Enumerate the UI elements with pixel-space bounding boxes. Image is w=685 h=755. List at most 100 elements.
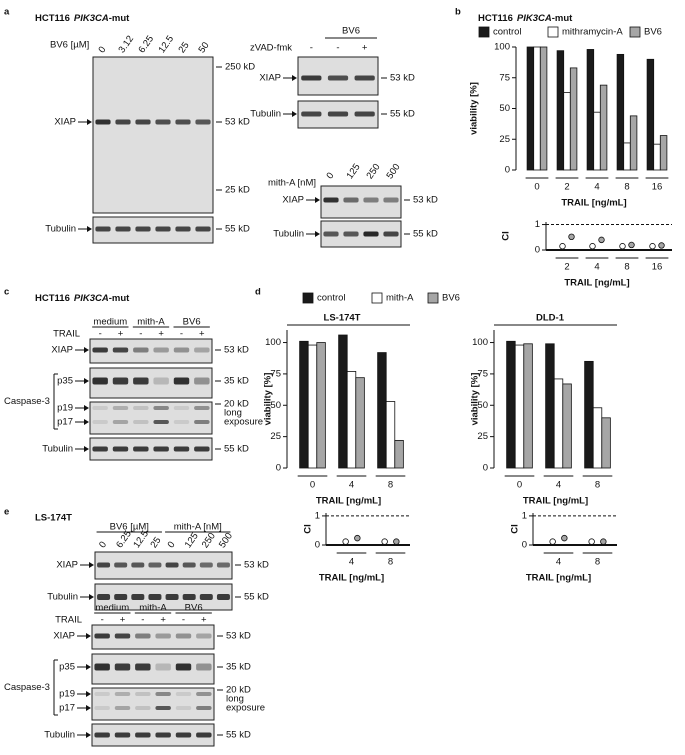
band <box>182 594 196 600</box>
band <box>195 119 211 125</box>
row-label: XIAP <box>53 631 75 642</box>
chart-title: LS-174T <box>324 313 361 324</box>
x-axis-label: TRAIL [ng/mL] <box>564 278 629 289</box>
size-marker: 55 kD <box>226 730 251 741</box>
title-part: -mut <box>109 293 130 304</box>
band <box>196 633 212 639</box>
exposure-note: exposure <box>226 703 265 714</box>
y-tick-label: 0 <box>522 540 527 551</box>
bar <box>592 407 603 469</box>
band <box>133 406 149 410</box>
lane-label: 6.25 <box>137 34 157 55</box>
bar <box>539 46 548 171</box>
x-tick-label: 4 <box>556 557 561 568</box>
panel-letter: b <box>455 7 461 18</box>
band <box>94 692 110 696</box>
bar <box>601 417 611 469</box>
x-tick-label: 4 <box>594 182 599 193</box>
row-label: XIAP <box>282 195 304 206</box>
bar <box>562 383 572 469</box>
group-label: mith-A [nM] <box>174 522 222 533</box>
x-tick-label: 4 <box>349 557 354 568</box>
band <box>354 111 375 117</box>
size-marker: 55 kD <box>244 592 269 603</box>
band <box>173 377 190 385</box>
blot <box>89 437 213 461</box>
lane-label: 12.5 <box>157 34 177 55</box>
band <box>195 226 211 232</box>
row-label: XIAP <box>259 73 281 84</box>
size-marker: 25 kD <box>225 185 250 196</box>
lane-label: + <box>118 329 124 340</box>
blot <box>89 367 213 399</box>
group-label: mith-A <box>139 603 167 614</box>
x-tick-label: 8 <box>595 557 600 568</box>
bar <box>514 344 525 469</box>
row-label: Tubulin <box>45 224 76 235</box>
lane-label: + <box>201 615 207 626</box>
row-label: Tubulin <box>250 109 281 120</box>
legend-swatch <box>302 292 314 304</box>
lane-label: 0 <box>325 171 337 182</box>
band <box>94 633 110 639</box>
bar <box>533 46 541 171</box>
bar <box>659 135 668 171</box>
lane-label: + <box>158 329 164 340</box>
band <box>94 706 110 710</box>
y-tick-label: 50 <box>270 400 281 411</box>
y-tick-label: 50 <box>499 103 510 114</box>
group-label: mith-A <box>137 317 165 328</box>
band <box>327 111 349 117</box>
panel-letter: d <box>255 287 261 298</box>
treatment-label: TRAIL <box>55 615 82 626</box>
blot <box>91 723 215 747</box>
lane-label: 250 <box>200 531 218 550</box>
band <box>92 406 108 410</box>
bar <box>563 92 571 171</box>
x-tick-label: 8 <box>388 557 393 568</box>
row-label: Tubulin <box>42 444 73 455</box>
bar <box>545 343 555 469</box>
arrow-head <box>84 347 89 353</box>
group-label: medium <box>93 317 127 328</box>
bar <box>377 352 387 469</box>
group-label: medium <box>95 603 129 614</box>
band <box>94 732 110 738</box>
band <box>175 226 191 232</box>
lane-label: - <box>99 329 102 340</box>
bar <box>355 377 365 469</box>
lane-label: 25 <box>177 40 192 55</box>
row-label: Tubulin <box>273 229 304 240</box>
arrow-head <box>292 75 297 81</box>
band <box>194 420 210 424</box>
lane-label: 0 <box>97 540 109 551</box>
band <box>94 663 110 671</box>
lane-label: 50 <box>197 40 212 55</box>
group-label: BV6 <box>183 317 201 328</box>
band <box>175 706 192 710</box>
x-axis-label: TRAIL [ng/mL] <box>523 496 588 507</box>
title-part: -mut <box>552 13 573 24</box>
band <box>175 633 192 639</box>
lane-label: 250 <box>365 162 383 181</box>
y-tick-label: 75 <box>477 368 488 379</box>
row-label: Caspase-3 <box>4 396 50 407</box>
y-tick-label: 75 <box>270 368 281 379</box>
row-label: XIAP <box>56 560 78 571</box>
band <box>114 732 131 738</box>
bar <box>616 53 625 171</box>
arrow-head <box>292 111 297 117</box>
lane-label: - <box>141 615 144 626</box>
exposure-note: exposure <box>224 417 263 428</box>
band <box>354 75 375 81</box>
bar <box>385 401 396 469</box>
point <box>381 538 388 545</box>
bar <box>506 340 516 469</box>
band <box>173 347 190 353</box>
legend-label: mith-A <box>386 293 414 304</box>
point <box>658 242 665 249</box>
y-tick-label: 25 <box>270 431 281 442</box>
x-tick-label: 2 <box>564 182 569 193</box>
legend-label: BV6 <box>644 27 662 38</box>
